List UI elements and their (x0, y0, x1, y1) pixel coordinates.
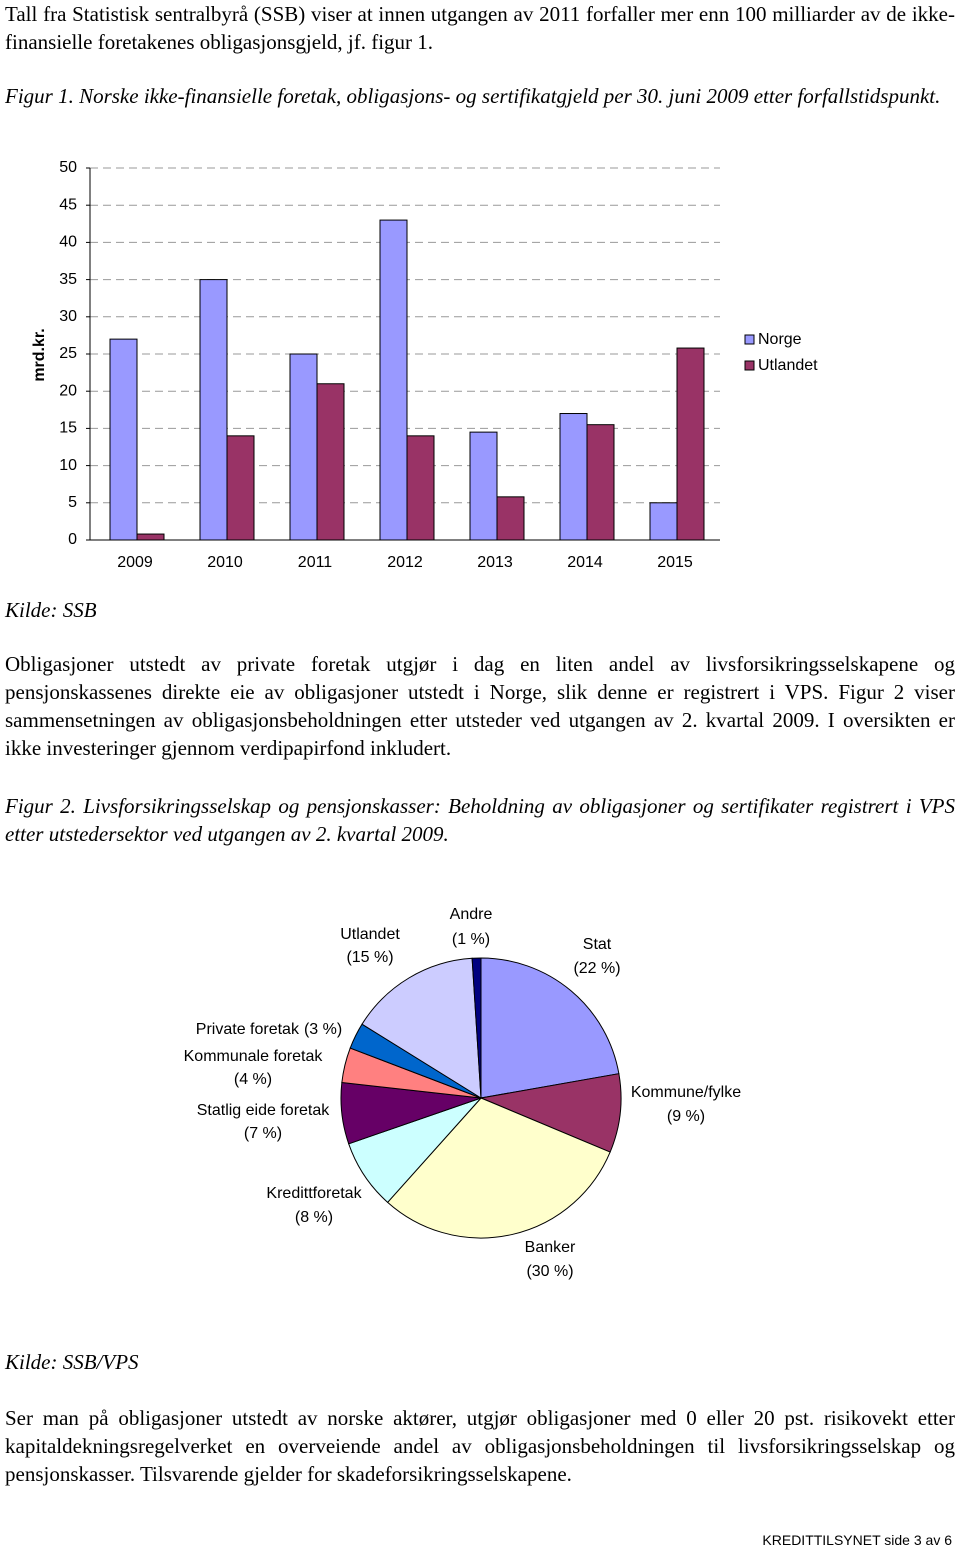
pie-label-name: Banker (525, 1239, 576, 1256)
x-tick-label: 2012 (387, 554, 423, 571)
pie-label-name: Stat (583, 936, 612, 953)
figure-caption: Figur 2. Livsforsikringsselskap og pensj… (5, 794, 955, 846)
legend-label: Utlandet (758, 357, 818, 374)
pie-slice (361, 957, 482, 1099)
pie-label-name: Private foretak (196, 1021, 300, 1038)
pie-label-name: Kommune/fylke (631, 1084, 741, 1101)
legend-swatch (744, 334, 755, 345)
legend-label: Norge (758, 331, 802, 348)
bar (559, 413, 588, 541)
pie-label-name: Andre (450, 906, 493, 923)
pie-value-label: (15 %) (346, 949, 393, 966)
bar (406, 435, 435, 541)
bar (226, 435, 255, 541)
pie-slice (386, 1097, 611, 1239)
pie-label: Private foretak (3 %) (196, 1021, 342, 1038)
y-tick-label: 50 (59, 159, 77, 176)
x-tick-label: 2014 (567, 554, 603, 571)
pie-value-label: (9 %) (667, 1108, 705, 1125)
pie-value-label: (30 %) (526, 1263, 573, 1280)
y-tick-label: 20 (59, 382, 77, 399)
bar (469, 431, 498, 541)
y-tick-label: 0 (68, 531, 77, 548)
y-tick-label: 5 (68, 494, 77, 511)
x-tick-label: 2013 (477, 554, 513, 571)
bar (586, 424, 615, 541)
pie-label-name: Kommunale foretak (184, 1048, 324, 1065)
x-tick-label: 2010 (207, 554, 243, 571)
source: Kilde: SSB/VPS (5, 1350, 139, 1374)
footer: KREDITTILSYNET side 3 av 6 (762, 1532, 952, 1548)
y-tick-label: 15 (59, 420, 77, 437)
bar (496, 496, 525, 541)
pie-slice (480, 957, 620, 1099)
x-tick-label: 2011 (298, 554, 333, 571)
bar (289, 353, 318, 541)
y-tick-label: 10 (59, 457, 77, 474)
figure-caption: Figur 1. Norske ikke-finansielle foretak… (5, 84, 941, 108)
legend-swatch (744, 360, 755, 371)
x-tick-label: 2009 (117, 554, 153, 571)
pie-chart: Stat (22 %) Kommune/fylke (9 %) Banker (30 %)… (184, 906, 742, 1280)
pie-slice (471, 957, 482, 1099)
paragraph: Ser man på obligasjoner utstedt av norsk… (5, 1406, 955, 1486)
pie-label-name: Statlig eide foretak (197, 1102, 331, 1119)
y-tick-label: 25 (59, 345, 77, 362)
pie-value-label: (1 %) (452, 931, 490, 948)
pie-value-label: (7 %) (244, 1125, 282, 1142)
y-tick-label: 40 (59, 234, 77, 251)
bar (649, 502, 678, 541)
pie-label-name: Utlandet (340, 926, 400, 943)
pie-label-name: Kredittforetak (266, 1185, 362, 1202)
pie-value-label: (4 %) (234, 1071, 272, 1088)
pie-value-label: (22 %) (573, 960, 620, 977)
bar-chart: 0 5 10 15 20 25 30 35 40 45 50 mrd.kr. 2009 2010 2011 2… (31, 159, 818, 571)
y-tick-label: 30 (59, 308, 77, 325)
bar (136, 533, 165, 541)
bar (316, 383, 345, 541)
pie-value-label: (8 %) (295, 1209, 333, 1226)
paragraph: Obligasjoner utstedt av private foretak … (5, 652, 955, 760)
bar (109, 338, 138, 541)
source: Kilde: SSB (5, 598, 97, 622)
bar (379, 219, 408, 541)
x-tick-label: 2015 (657, 554, 693, 571)
bar (199, 279, 228, 541)
pie-slice (479, 1073, 622, 1153)
pie-value-label: (3 %) (304, 1021, 342, 1038)
bar (676, 347, 705, 541)
y-tick-label: 35 (59, 271, 77, 288)
y-tick-label: 45 (59, 196, 77, 213)
paragraph: Tall fra Statistisk sentralbyrå (SSB) vi… (5, 2, 955, 54)
y-axis-label: mrd.kr. (31, 328, 48, 381)
